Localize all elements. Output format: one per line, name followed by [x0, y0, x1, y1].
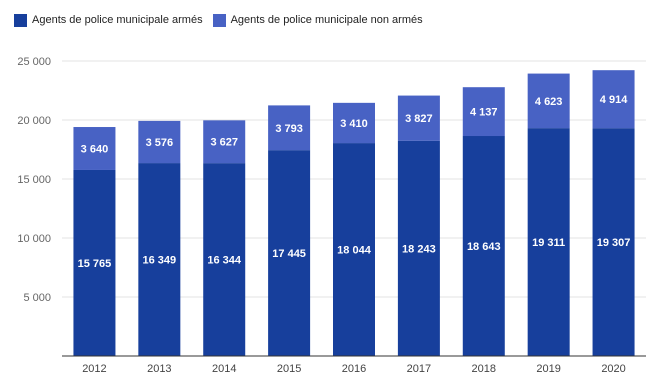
bar-unarmed: [138, 120, 181, 164]
y-tick-label: 10 000: [17, 233, 51, 245]
data-label-unarmed: 3 827: [405, 113, 433, 125]
data-label-armed: 19 307: [597, 237, 631, 249]
data-label-unarmed: 3 627: [210, 137, 238, 149]
bar-armed: [462, 136, 505, 356]
data-label-armed: 16 349: [143, 255, 177, 267]
legend-swatch-armed: [14, 13, 27, 27]
x-tick-label: 2012: [82, 363, 106, 375]
data-label-unarmed: 4 137: [470, 107, 498, 119]
data-label-armed: 18 044: [337, 245, 372, 257]
bar-armed: [203, 163, 246, 356]
y-tick-label: 25 000: [17, 56, 51, 68]
data-label-unarmed: 3 793: [275, 123, 303, 135]
legend-item-unarmed[interactable]: Agents de police municipale non armés: [212, 13, 423, 27]
x-tick-label: 2013: [147, 363, 171, 375]
x-tick-label: 2018: [472, 363, 496, 375]
data-label-armed: 19 311: [532, 237, 565, 249]
bar-unarmed: [73, 127, 116, 170]
data-label-armed: 18 643: [467, 241, 501, 253]
legend-label-unarmed: Agents de police municipale non armés: [230, 14, 423, 26]
legend-swatch-unarmed: [212, 13, 226, 27]
chart-legend: Agents de police municipale armés Agents…: [14, 11, 433, 29]
y-tick-label: 15 000: [17, 174, 51, 186]
bar-armed: [333, 143, 375, 356]
bar-unarmed: [397, 95, 440, 141]
bar-armed: [592, 128, 635, 356]
bar-armed: [138, 163, 181, 356]
bar-armed: [268, 150, 311, 356]
data-label-unarmed: 3 640: [81, 143, 109, 155]
legend-label-armed: Agents de police municipale armés: [32, 14, 203, 26]
bar-unarmed: [592, 70, 635, 129]
bar-unarmed: [203, 120, 246, 164]
bar-armed: [73, 169, 116, 356]
bar-unarmed: [333, 102, 375, 144]
x-tick-label: 2017: [407, 363, 431, 375]
data-label-unarmed: 3 576: [146, 137, 174, 149]
x-tick-label: 2015: [277, 363, 301, 375]
x-tick-label: 2019: [536, 363, 560, 375]
x-tick-label: 2014: [212, 363, 236, 375]
y-tick-label: 5 000: [23, 292, 51, 304]
data-label-armed: 18 243: [402, 243, 436, 255]
data-label-unarmed: 4 914: [600, 94, 628, 106]
bar-armed: [527, 128, 570, 356]
bar-unarmed: [462, 87, 505, 137]
data-label-armed: 15 765: [78, 258, 112, 270]
bar-unarmed: [527, 73, 570, 129]
bar-armed: [397, 140, 440, 356]
data-label-armed: 16 344: [207, 255, 242, 267]
data-label-armed: 17 445: [272, 248, 306, 260]
bar-unarmed: [268, 105, 311, 151]
x-tick-label: 2020: [601, 363, 625, 375]
data-label-unarmed: 4 623: [535, 96, 563, 108]
y-tick-label: 20 000: [17, 115, 51, 127]
data-label-unarmed: 3 410: [340, 118, 368, 130]
legend-item-armed[interactable]: Agents de police municipale armés: [14, 13, 203, 27]
x-tick-label: 2016: [342, 363, 366, 375]
